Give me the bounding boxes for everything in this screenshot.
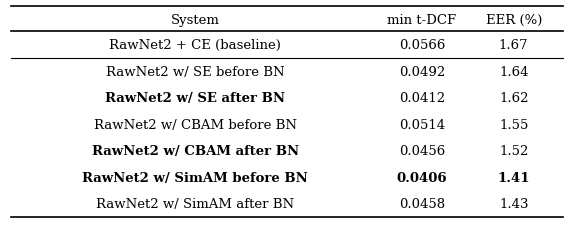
Text: 1.67: 1.67 (499, 39, 529, 52)
Text: 1.41: 1.41 (498, 171, 530, 184)
Text: 1.64: 1.64 (499, 65, 529, 78)
Text: 0.0458: 0.0458 (399, 198, 445, 210)
Text: RawNet2 w/ SimAM after BN: RawNet2 w/ SimAM after BN (96, 198, 294, 210)
Text: RawNet2 w/ SE after BN: RawNet2 w/ SE after BN (105, 92, 285, 105)
Text: 1.55: 1.55 (499, 118, 529, 131)
Text: 1.43: 1.43 (499, 198, 529, 210)
Text: 0.0406: 0.0406 (397, 171, 447, 184)
Text: EER (%): EER (%) (486, 14, 542, 27)
Text: System: System (170, 14, 220, 27)
Text: 0.0412: 0.0412 (399, 92, 445, 105)
Text: min t-DCF: min t-DCF (387, 14, 456, 27)
Text: 1.62: 1.62 (499, 92, 529, 105)
Text: 0.0566: 0.0566 (399, 39, 445, 52)
Text: RawNet2 + CE (baseline): RawNet2 + CE (baseline) (109, 39, 281, 52)
Text: RawNet2 w/ CBAM before BN: RawNet2 w/ CBAM before BN (94, 118, 297, 131)
Text: RawNet2 w/ SimAM before BN: RawNet2 w/ SimAM before BN (82, 171, 308, 184)
Text: 0.0492: 0.0492 (399, 65, 445, 78)
Text: 0.0456: 0.0456 (399, 145, 445, 158)
Text: RawNet2 w/ SE before BN: RawNet2 w/ SE before BN (106, 65, 285, 78)
Text: RawNet2 w/ CBAM after BN: RawNet2 w/ CBAM after BN (92, 145, 298, 158)
Text: 1.52: 1.52 (499, 145, 529, 158)
Text: 0.0514: 0.0514 (399, 118, 445, 131)
